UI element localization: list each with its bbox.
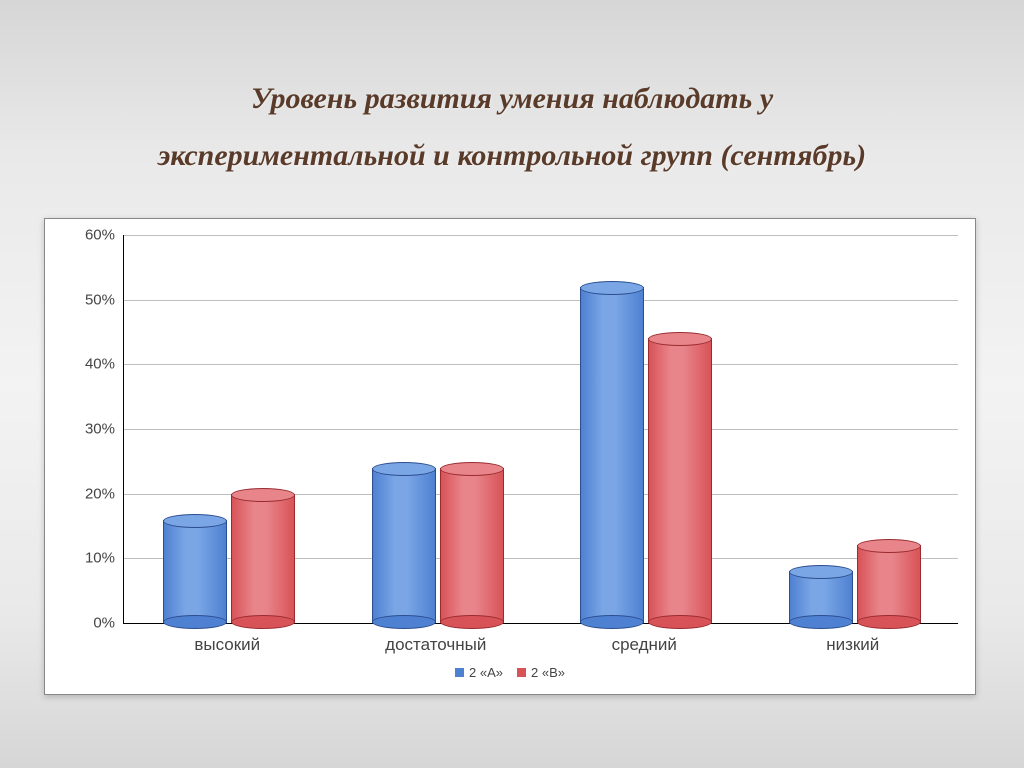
legend-swatch [455, 668, 464, 677]
gridline [124, 235, 958, 236]
bar-base [580, 615, 644, 629]
plot-area [123, 235, 958, 624]
bar-series-0 [372, 468, 436, 623]
bar-base [372, 615, 436, 629]
legend: 2 «А» 2 «В» [45, 665, 975, 680]
bar-series-1 [231, 494, 295, 623]
legend-label: 2 «В» [531, 665, 565, 680]
bar-series-0 [789, 571, 853, 623]
bar-cap [163, 514, 227, 528]
bar-base [231, 615, 295, 629]
bar-cap [580, 281, 644, 295]
y-tick-label: 20% [73, 485, 115, 502]
y-tick-label: 40% [73, 356, 115, 373]
legend-item: 2 «А» [455, 665, 503, 680]
title-line-1: Уровень развития умения наблюдать у [251, 82, 773, 115]
legend-swatch [517, 668, 526, 677]
bar-series-1 [648, 338, 712, 623]
bar-base [789, 615, 853, 629]
bar-cap [789, 565, 853, 579]
bar-base [857, 615, 921, 629]
gridline [124, 364, 958, 365]
bar-series-0 [163, 520, 227, 623]
legend-item: 2 «В» [517, 665, 565, 680]
bar-cap [231, 488, 295, 502]
slide-title: Уровень развития умения наблюдать у эксп… [60, 70, 964, 184]
bar-base [648, 615, 712, 629]
y-tick-label: 0% [73, 615, 115, 632]
y-tick-label: 60% [73, 227, 115, 244]
category-label: высокий [194, 635, 260, 655]
slide: Уровень развития умения наблюдать у эксп… [0, 0, 1024, 768]
gridline [124, 300, 958, 301]
category-label: средний [612, 635, 677, 655]
category-label: низкий [826, 635, 879, 655]
bar-cap [372, 462, 436, 476]
category-label: достаточный [385, 635, 486, 655]
bar-base [440, 615, 504, 629]
legend-label: 2 «А» [469, 665, 503, 680]
bar-cap [648, 332, 712, 346]
bar-series-1 [857, 545, 921, 623]
y-tick-label: 50% [73, 291, 115, 308]
bar-series-0 [580, 287, 644, 623]
chart-container: 2 «А» 2 «В» 0% 10% 20% 30% 40% 50% 60% высокий до… [44, 218, 976, 695]
gridline [124, 429, 958, 430]
bar-series-1 [440, 468, 504, 623]
bar-cap [857, 539, 921, 553]
title-line-2: экспериментальной и контрольной групп (с… [158, 139, 866, 172]
bar-base [163, 615, 227, 629]
bar-cap [440, 462, 504, 476]
y-tick-label: 30% [73, 421, 115, 438]
y-tick-label: 10% [73, 550, 115, 567]
